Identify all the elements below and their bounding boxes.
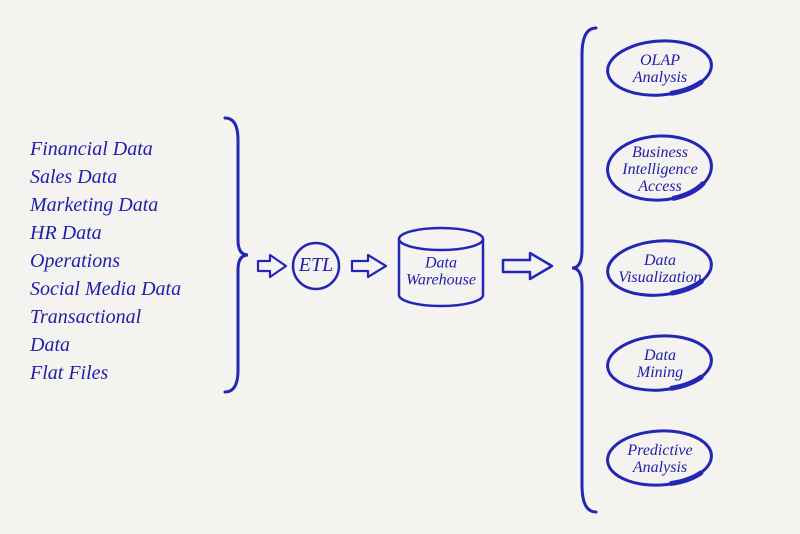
label-line: Data [644, 347, 676, 364]
label-line: Intelligence [622, 161, 698, 178]
label-line: Data [644, 252, 676, 269]
arrow-icon [500, 250, 556, 282]
etl-node: ETL [290, 240, 342, 292]
etl-label: ETL [299, 254, 333, 277]
output-node-olap: OLAP Analysis [600, 35, 720, 105]
data-sources-list: Financial Data Sales Data Marketing Data… [30, 135, 181, 387]
output-label: Data Visualization [600, 253, 720, 287]
label-line: Visualization [618, 269, 701, 286]
output-label: Data Mining [600, 348, 720, 382]
output-node-dataviz: Data Visualization [600, 235, 720, 305]
label-line: OLAP [640, 52, 680, 69]
warehouse-label-line: Data [425, 254, 457, 271]
data-warehouse-node: Data Warehouse [395, 225, 487, 310]
warehouse-label: Data Warehouse [406, 254, 476, 289]
label-line: Business [632, 144, 688, 161]
label-line: Predictive [627, 442, 692, 459]
warehouse-label-line: Warehouse [406, 272, 476, 289]
source-item: Marketing Data [30, 191, 181, 219]
source-item: HR Data [30, 219, 181, 247]
output-label: Predictive Analysis [600, 443, 720, 477]
output-label: OLAP Analysis [600, 53, 720, 87]
source-item: Operations [30, 247, 181, 275]
source-item: Transactional [30, 303, 181, 331]
source-item: Social Media Data [30, 275, 181, 303]
label-line: Analysis [633, 459, 687, 476]
output-node-bi: Business Intelligence Access [600, 130, 720, 210]
output-node-datamining: Data Mining [600, 330, 720, 400]
source-item: Financial Data [30, 135, 181, 163]
label-line: Access [638, 177, 682, 194]
sources-bracket-icon [220, 110, 250, 400]
label-line: Mining [637, 364, 683, 381]
arrow-icon [350, 252, 390, 280]
source-item: Data [30, 331, 181, 359]
source-item: Flat Files [30, 359, 181, 387]
source-item: Sales Data [30, 163, 181, 191]
outputs-bracket-icon [570, 20, 600, 520]
label-line: Analysis [633, 69, 687, 86]
output-label: Business Intelligence Access [600, 145, 720, 195]
output-node-predictive: Predictive Analysis [600, 425, 720, 495]
arrow-icon [256, 252, 290, 280]
